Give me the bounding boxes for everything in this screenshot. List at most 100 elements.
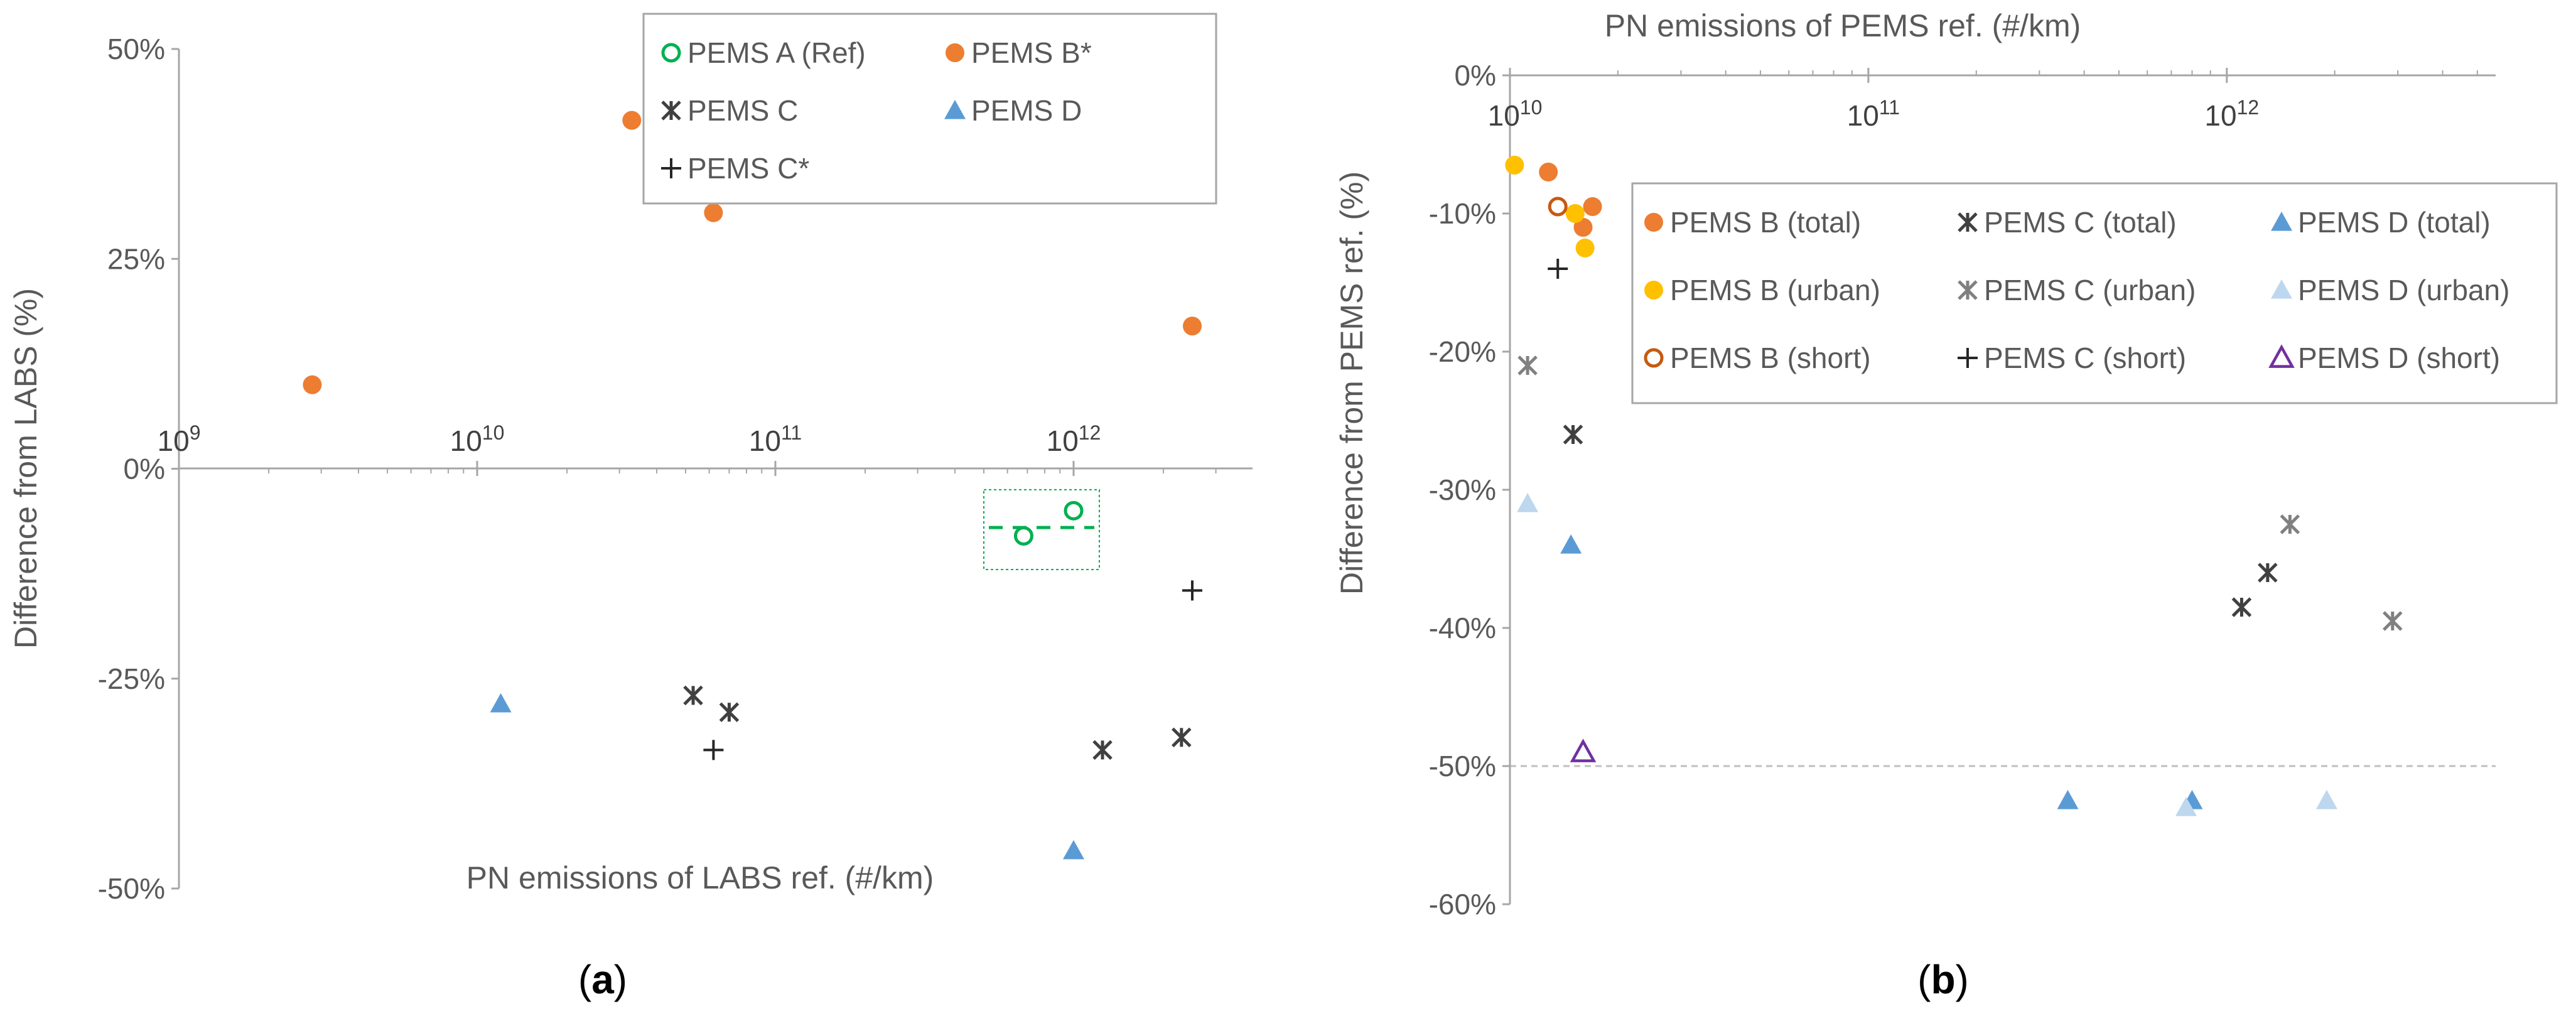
data-point	[2258, 563, 2278, 583]
legend-marker	[1644, 281, 1663, 300]
legend-marker	[1644, 213, 1663, 232]
legend-item-pems-b-total: PEMS B (total)	[1644, 206, 1861, 239]
legend-item-pems-d-total: PEMS D (total)	[2271, 206, 2491, 239]
x-tick-label: 1012	[1047, 421, 1101, 457]
series-pems-c-urban	[1517, 355, 2403, 631]
series-pems-b-total	[1539, 163, 1602, 237]
series-pems-b-urban	[1505, 156, 1595, 257]
data-point	[1548, 197, 1568, 217]
y-tick-label: -50%	[98, 872, 165, 905]
data-point	[490, 693, 512, 713]
series-pems-d-urban	[1517, 493, 2337, 816]
y-axis-title: Difference from LABS (%)	[8, 288, 43, 649]
data-point	[683, 685, 703, 706]
data-point	[2057, 790, 2079, 809]
y-tick-label: 50%	[107, 33, 165, 65]
legend-label: PEMS D (short)	[2298, 342, 2500, 374]
series-pems-c-short	[1548, 259, 1568, 279]
legend-marker	[661, 100, 681, 121]
y-tick-label: -10%	[1429, 197, 1496, 230]
x-tick-label: 1011	[749, 421, 802, 457]
legend-label: PEMS C	[687, 94, 798, 127]
y-tick-label: -40%	[1429, 612, 1496, 644]
data-point	[703, 740, 724, 760]
x-tick-label: 1011	[1847, 96, 1900, 132]
data-point	[2280, 514, 2300, 534]
legend-marker	[661, 43, 681, 63]
legend-item-pems-b-urban: PEMS B (urban)	[1644, 274, 1880, 306]
legend-label: PEMS D	[971, 94, 1082, 127]
data-point	[1063, 840, 1084, 860]
legend-item-pems-c-short: PEMS C (short)	[1958, 342, 2186, 374]
data-point	[1548, 259, 1568, 279]
data-point	[1092, 740, 1113, 760]
series-pems-b-short	[1548, 197, 1568, 217]
legend-label: PEMS C*	[687, 152, 809, 185]
legend-box	[1631, 182, 2558, 404]
data-point	[1013, 526, 1033, 546]
data-point	[1565, 204, 1585, 223]
legend-label: PEMS C (urban)	[1984, 274, 2196, 306]
legend-item-pems-c: PEMS C*	[661, 152, 809, 185]
data-point	[1563, 424, 1583, 445]
legend-label: PEMS B (urban)	[1670, 274, 1880, 306]
legend-item-pems-b: PEMS B*	[946, 36, 1092, 69]
y-tick-label: 25%	[107, 242, 165, 275]
data-point	[1517, 493, 1539, 512]
data-point	[1583, 197, 1602, 216]
legend-marker	[944, 100, 966, 119]
panel-label-b: (b)	[1917, 957, 1969, 1002]
series-pems-b	[303, 111, 1202, 394]
legend-item-pems-c-urban: PEMS C (urban)	[1958, 274, 2196, 306]
y-tick-label: -30%	[1429, 473, 1496, 506]
data-point	[1064, 500, 1084, 521]
data-point	[1560, 534, 1582, 554]
highlight-box	[983, 489, 1101, 570]
legend-marker	[2271, 279, 2292, 299]
legend-marker	[1958, 348, 1978, 368]
y-tick-label: -20%	[1429, 335, 1496, 368]
x-axis-title: PN emissions of PEMS ref. (#/km)	[1605, 8, 2081, 43]
data-point	[1505, 156, 1524, 175]
y-tick-label: -60%	[1429, 888, 1496, 921]
series-pems-d-short	[1570, 738, 1597, 762]
data-point	[2175, 797, 2197, 816]
chart-panel-b: 0% -10% -20% -30% -40% -50% -60% 1010 1011 1012 PN…	[1334, 8, 2558, 1002]
legend-label: PEMS C (total)	[1984, 206, 2177, 239]
legend-label: PEMS D (urban)	[2298, 274, 2509, 306]
legend-item-pems-c-total: PEMS C (total)	[1958, 206, 2177, 239]
data-point	[1183, 316, 1202, 336]
data-point	[1575, 239, 1595, 257]
data-point	[1172, 727, 1192, 748]
legend-label: PEMS C (short)	[1984, 342, 2186, 374]
x-tick-label: 109	[158, 421, 201, 457]
series-pems-c	[683, 685, 1192, 760]
chart-panel-a: 50% 25% 0% -25% -50% 109 1010 1011 1012 PN emissi…	[8, 13, 1253, 1002]
data-point	[1570, 738, 1597, 762]
legend-marker	[661, 158, 681, 178]
x-tick-label: 1010	[450, 421, 505, 457]
data-point	[704, 203, 723, 222]
data-point	[1539, 163, 1558, 181]
legend-marker	[2268, 344, 2295, 368]
data-point	[303, 375, 322, 394]
series-pems-a-ref	[1013, 500, 1084, 546]
legend-item-pems-b-short: PEMS B (short)	[1644, 342, 1871, 374]
data-point	[1573, 218, 1593, 237]
y-tick-label: 0%	[1455, 59, 1496, 92]
series-pems-c	[703, 580, 1203, 760]
legend-marker	[946, 43, 964, 62]
x-tick-label: 1012	[2204, 96, 2259, 132]
panel-label-a: (a)	[578, 957, 627, 1002]
legend-marker	[2271, 212, 2292, 231]
legend-label: PEMS B (short)	[1670, 342, 1871, 374]
y-tick-label: -25%	[98, 662, 165, 695]
data-point	[2383, 611, 2403, 631]
legend-item-pems-d-urban: PEMS D (urban)	[2271, 274, 2509, 306]
legend-item-pems-d: PEMS D	[944, 94, 1082, 127]
series-pems-d	[490, 693, 1084, 860]
data-point	[622, 111, 642, 130]
y-tick-label: -50%	[1429, 750, 1496, 782]
data-point	[719, 702, 740, 722]
